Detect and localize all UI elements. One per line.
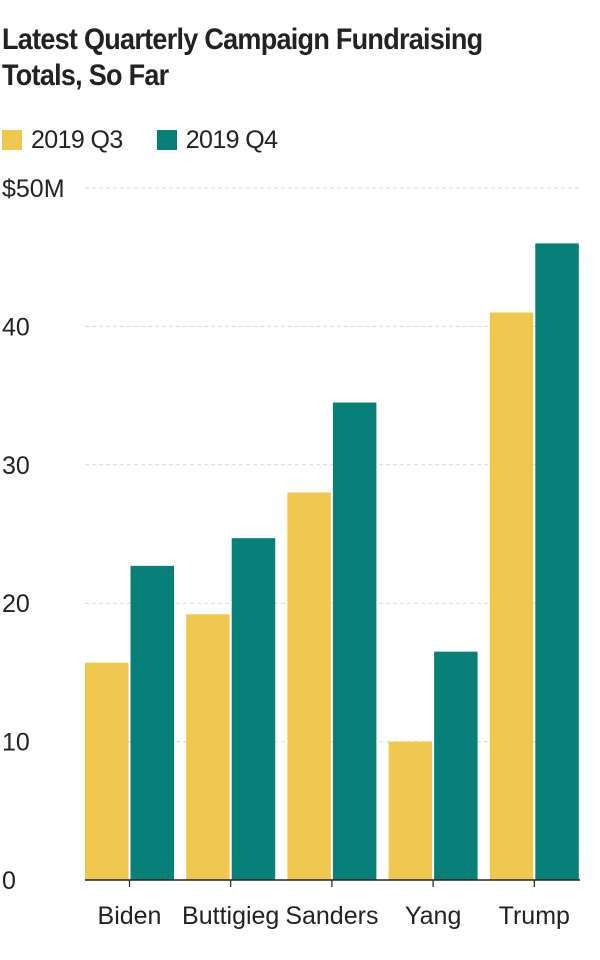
bar-trump-q4 xyxy=(535,243,579,881)
legend-label-q3: 2019 Q3 xyxy=(31,125,123,154)
bar-sanders-q3 xyxy=(287,492,331,880)
legend-item-q3: 2019 Q3 xyxy=(2,126,123,155)
x-tick-label: Yang xyxy=(405,902,462,930)
bar-yang-q4 xyxy=(434,651,478,880)
y-tick-label: 0 xyxy=(2,867,16,895)
legend-label-q4: 2019 Q4 xyxy=(185,125,278,154)
legend-swatch-q3 xyxy=(2,130,22,150)
y-tick-label: $50M xyxy=(2,175,65,203)
legend: 2019 Q3 2019 Q4 xyxy=(2,124,311,156)
legend-swatch-q4 xyxy=(156,130,177,150)
x-tick-label: Sanders xyxy=(285,902,378,930)
y-tick-label: 20 xyxy=(2,590,30,618)
bar-trump-q3 xyxy=(489,312,534,880)
legend-item-q4: 2019 Q4 xyxy=(156,125,278,155)
bar-biden-q4 xyxy=(130,565,174,880)
y-tick-label: 10 xyxy=(2,729,30,757)
x-tick-label: Trump xyxy=(499,902,570,930)
bar-sanders-q4 xyxy=(332,402,377,880)
bar-biden-q3 xyxy=(85,662,129,880)
x-tick-label: Buttigieg xyxy=(182,902,279,930)
bar-buttigieg-q4 xyxy=(231,538,276,880)
bar-buttigieg-q3 xyxy=(186,614,230,880)
chart-title: Latest Quarterly Campaign Fundraising To… xyxy=(2,23,483,92)
y-tick-label: 40 xyxy=(2,313,30,341)
y-tick-label: 30 xyxy=(2,452,30,480)
bar-yang-q3 xyxy=(388,741,433,880)
x-tick-label: Biden xyxy=(98,902,162,930)
